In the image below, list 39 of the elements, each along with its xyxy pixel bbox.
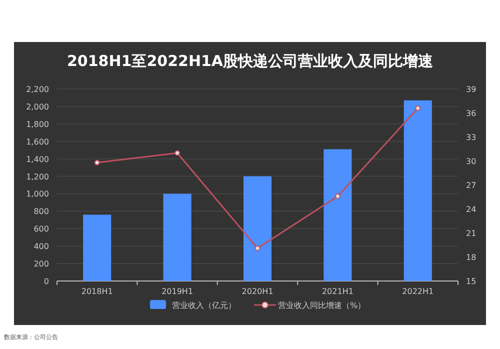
y-tick-label: 400 <box>34 242 49 252</box>
point <box>94 160 100 166</box>
legend-label: 营业收入（亿元） <box>172 301 236 310</box>
bar <box>404 100 432 281</box>
x-tick-label: 2020H1 <box>242 287 274 296</box>
chart-title: 2018H1至2022H1A股快递公司营业收入及同比增速 <box>66 52 434 70</box>
y-tick-label: 1,000 <box>26 190 49 199</box>
y-tick-label: 200 <box>34 260 49 269</box>
x-tick-label: 2022H1 <box>402 287 434 296</box>
bar <box>243 176 272 281</box>
y-tick-label: 0 <box>44 277 49 286</box>
bar <box>83 214 112 281</box>
point <box>174 150 180 156</box>
bar <box>163 194 192 281</box>
point <box>415 106 421 111</box>
y-tick-label: 600 <box>34 224 49 234</box>
x-tick-label: 2018H1 <box>81 287 113 296</box>
y-tick-label: 800 <box>34 207 49 216</box>
y-tick-label: 1,200 <box>26 172 49 182</box>
x-tick-label: 2021H1 <box>322 287 354 296</box>
y2-tick-label: 21 <box>466 229 476 238</box>
y2-tick-label: 39 <box>466 85 476 94</box>
y-tick-label: 2,000 <box>26 102 49 112</box>
bar <box>324 149 352 281</box>
y2-tick-label: 36 <box>466 109 476 118</box>
y-tick-label: 1,400 <box>26 154 49 164</box>
y2-tick-label: 15 <box>466 277 476 286</box>
y-tick-label: 1,800 <box>26 120 49 129</box>
x-tick-label: 2019H1 <box>162 287 194 296</box>
y2-tick-label: 18 <box>466 253 476 262</box>
y2-tick-label: 27 <box>466 181 476 190</box>
y-tick-label: 1,600 <box>26 137 49 146</box>
point <box>254 246 260 251</box>
y-tick-label: 2,200 <box>26 85 49 94</box>
legend-label: 营业收入同比增速（%） <box>278 301 366 310</box>
y2-tick-label: 33 <box>466 133 476 142</box>
y2-tick-label: 24 <box>466 205 476 214</box>
point <box>335 194 340 199</box>
y2-tick-label: 30 <box>466 157 476 166</box>
